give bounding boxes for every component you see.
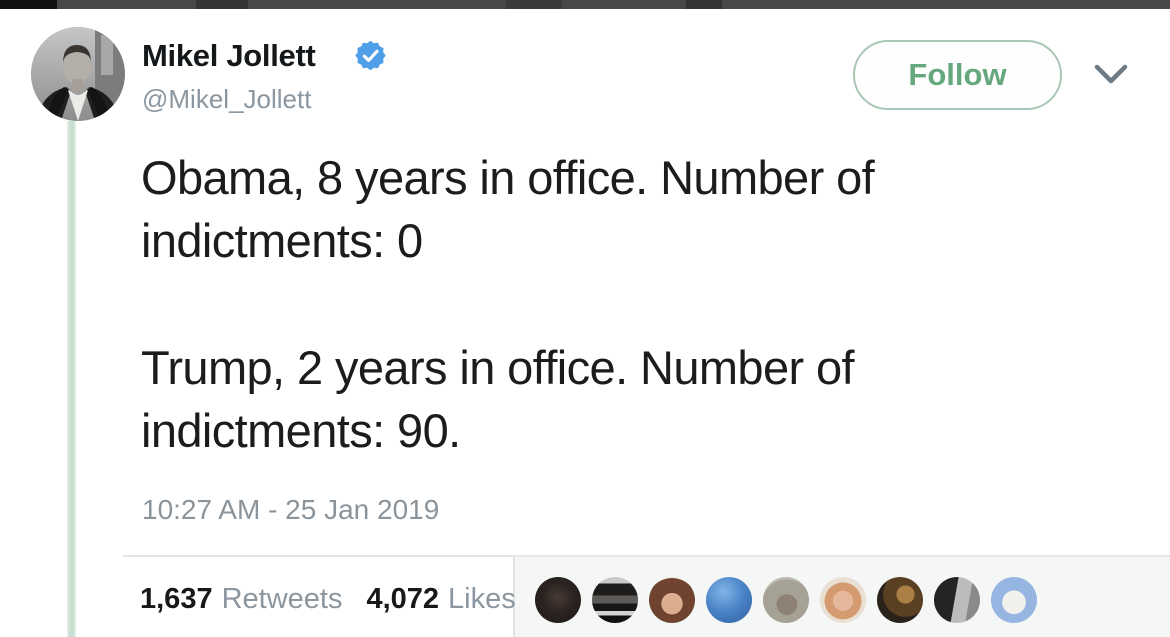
author-avatar[interactable] [31,27,125,121]
engagement-avatar[interactable] [991,577,1037,623]
top-bar-segment [506,0,562,9]
author-name[interactable]: Mikel Jollett [142,38,316,73]
engagement-avatars [535,577,1037,623]
top-bar-segment [686,0,722,9]
engagement-avatar[interactable] [763,577,809,623]
engagement-avatar[interactable] [877,577,923,623]
avatar-photo [31,27,125,121]
engagement-avatar[interactable] [934,577,980,623]
follow-button[interactable]: Follow [853,40,1062,110]
engagement-avatar[interactable] [820,577,866,623]
verified-badge-icon [355,40,386,71]
top-bar-segment [0,0,57,9]
tweet-text-line: indictments: 0 [141,214,423,267]
author-handle[interactable]: @Mikel_Jollett [142,84,312,114]
tweet-text-line: Obama, 8 years in office. Number of [141,151,875,204]
engagement-avatar[interactable] [592,577,638,623]
thread-connector-line [67,121,76,637]
tweet-text: Obama, 8 years in office. Number of indic… [141,146,1061,462]
top-bar-segment [196,0,248,9]
tweet-text-line: Trump, 2 years in office. Number of [141,341,855,394]
window-top-bar [0,0,1170,9]
divider [123,555,1170,557]
engagement-avatar[interactable] [649,577,695,623]
tweet-text-line: indictments: 90. [141,404,461,457]
engagement-avatar[interactable] [535,577,581,623]
tweet-timestamp[interactable]: 10:27 AM - 25 Jan 2019 [142,494,440,525]
retweet-label[interactable]: Retweets [221,583,343,615]
like-count[interactable]: 4,072 [366,583,440,615]
retweet-count[interactable]: 1,637 [140,583,213,615]
engagement-avatar[interactable] [706,577,752,623]
tweet-stats: 1,637 Retweets 4,072 Likes [140,582,540,616]
chevron-down-icon[interactable] [1094,64,1128,86]
like-label[interactable]: Likes [448,583,516,615]
divider-vertical [513,557,515,637]
